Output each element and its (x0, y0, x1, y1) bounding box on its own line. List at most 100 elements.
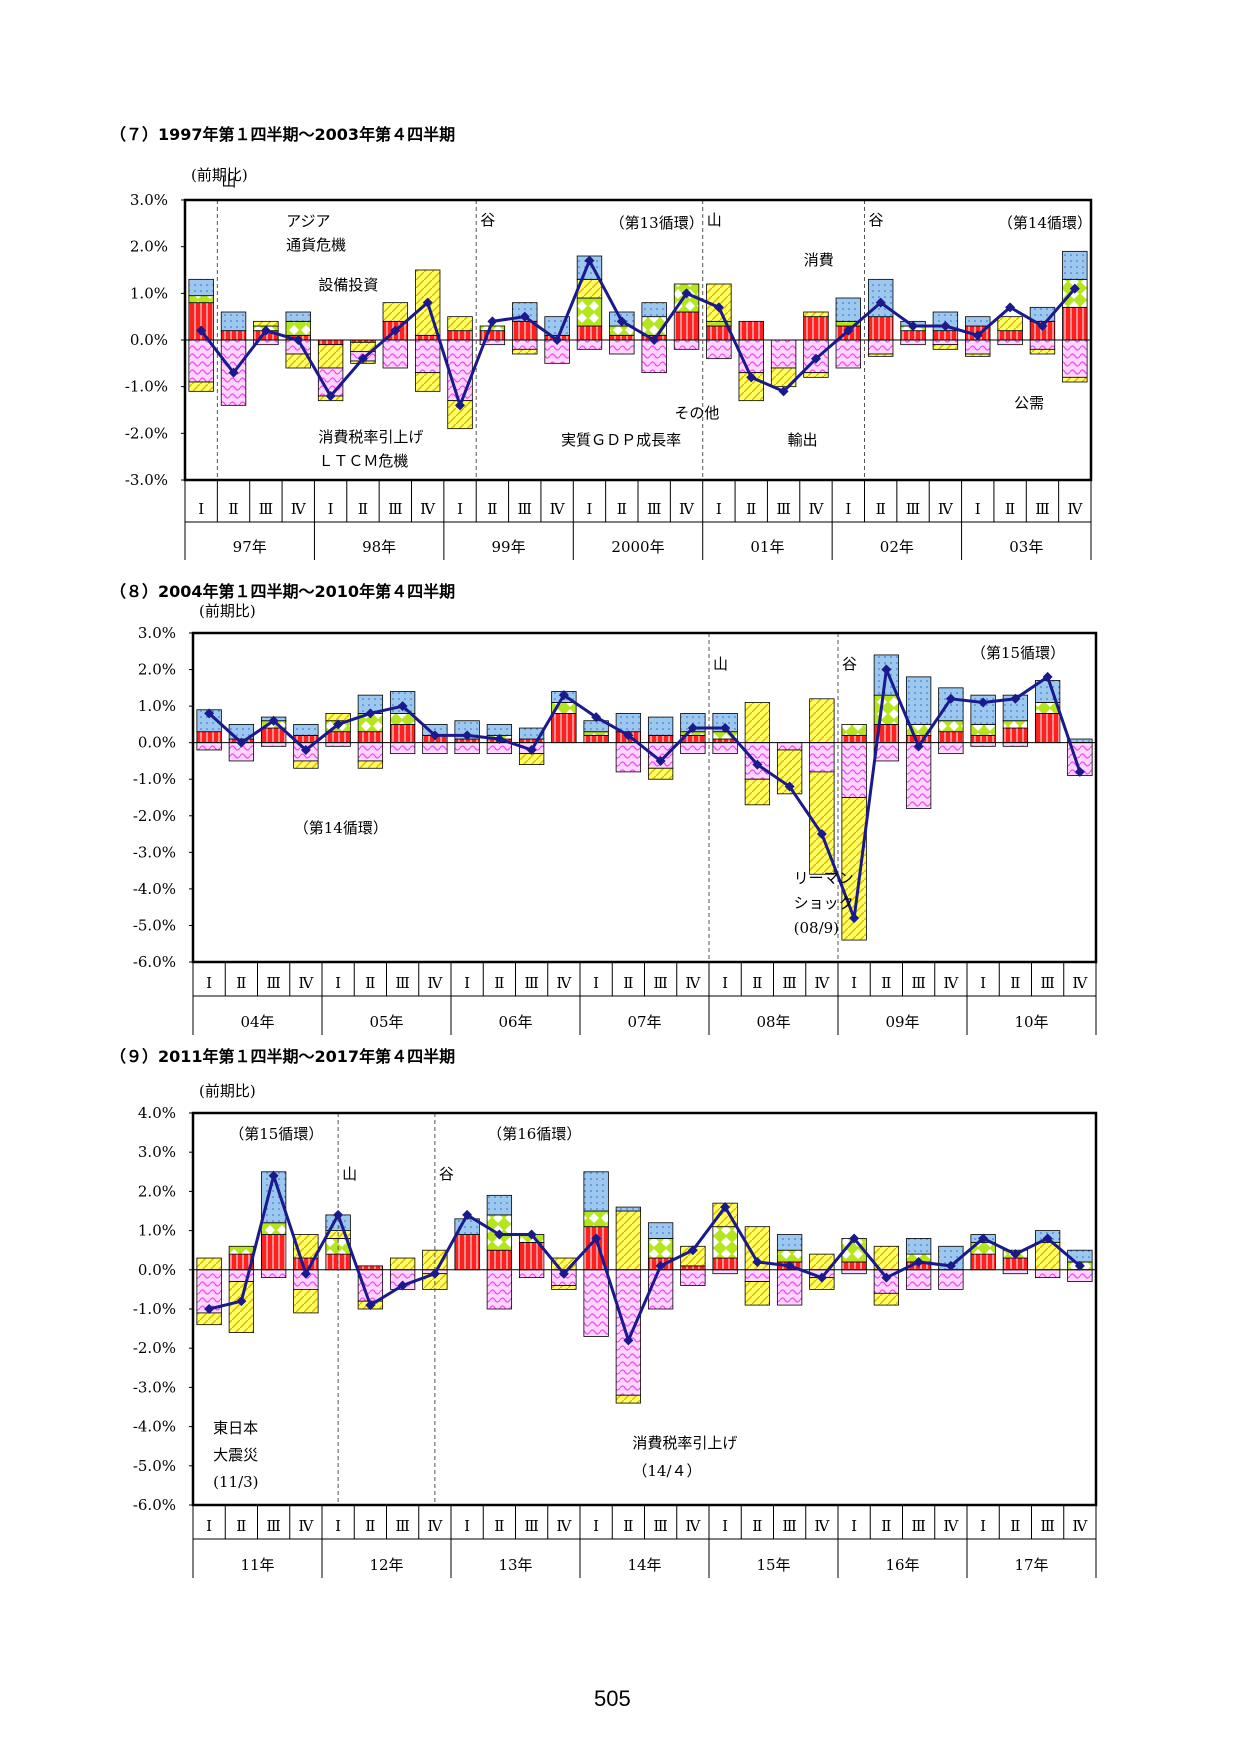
unit-label: (前期比) (191, 166, 248, 184)
bar-segment-consumption (357, 731, 384, 744)
quarter-tick-label: Ⅲ (782, 974, 796, 992)
year-tick-label: 12年 (369, 1556, 403, 1574)
quarter-tick-label: Ⅲ (524, 1517, 538, 1535)
bar-segment-consumption (551, 713, 577, 744)
bar-segment-other (389, 742, 416, 755)
gdp-point (429, 1268, 440, 1279)
bar-segment-public (615, 1394, 642, 1404)
bar-segment-investment (188, 295, 214, 304)
y-tick-label: -1.0% (133, 1300, 176, 1318)
bar-segment-other (938, 742, 964, 755)
gdp-point (649, 335, 660, 345)
year-tick-label: 11年 (240, 1556, 274, 1574)
quarter-tick-label: Ⅱ (236, 974, 246, 992)
bar-segment-consumption (867, 316, 894, 341)
quarter-tick-label: Ⅳ (298, 974, 314, 992)
gdp-point (591, 712, 602, 723)
quarter-tick-label: Ⅰ (328, 500, 334, 518)
year-tick-label: 99年 (492, 538, 526, 556)
annotation-label: （第15循環） (971, 644, 1065, 662)
bar-segment-other (512, 339, 538, 350)
quarter-tick-label: Ⅳ (943, 1517, 959, 1535)
y-tick-label: 4.0% (138, 1104, 176, 1122)
year-tick-label: 13年 (498, 1556, 532, 1574)
quarter-tick-label: Ⅲ (782, 1517, 796, 1535)
bar-segment-public (803, 372, 829, 378)
bar-segment-other (357, 742, 384, 762)
gdp-point (713, 302, 724, 313)
gdp-point (810, 353, 821, 364)
bar-segment-other (609, 339, 635, 355)
gdp-point (519, 311, 530, 322)
annotation-label: 大震災 (213, 1446, 258, 1464)
bar-segment-public (188, 381, 214, 392)
year-tick-label: 14年 (627, 1556, 661, 1574)
gdp-point (816, 829, 827, 840)
bar-segment-investment (938, 720, 964, 733)
bar-segment-consumption (389, 723, 416, 744)
annotation-label: 実質ＧＤＰ成長率 (561, 431, 681, 449)
quarter-tick-label: Ⅰ (464, 1517, 470, 1535)
quarter-tick-label: Ⅲ (911, 1517, 925, 1535)
quarter-tick-label: Ⅰ (851, 1517, 857, 1535)
bar-segment-other (447, 339, 473, 402)
gdp-point (913, 1256, 924, 1267)
gdp-point (390, 325, 401, 336)
gdp-point (397, 701, 408, 712)
bar-segment-consumption (357, 1265, 384, 1271)
gdp-point (494, 734, 505, 745)
quarter-tick-label: Ⅲ (653, 1517, 667, 1535)
bar-segment-other (905, 742, 932, 809)
gdp-point (494, 1229, 505, 1240)
quarter-tick-label: Ⅲ (1040, 1517, 1054, 1535)
gdp-point (972, 330, 983, 341)
quarter-tick-label: Ⅰ (586, 500, 592, 518)
bar-segment-investment (1002, 720, 1029, 729)
bar-segment-export (220, 311, 247, 332)
quarter-tick-label: Ⅳ (291, 500, 307, 518)
gdp-point (849, 1233, 860, 1244)
chart-1: (前期比)3.0%2.0%1.0%0.0%-1.0%-2.0%-3.0%Ⅰ Ⅱ Ⅲ Ⅳ… (125, 166, 1093, 560)
year-tick-label: 08年 (756, 1013, 790, 1031)
quarter-tick-label: Ⅳ (298, 1517, 314, 1535)
quarter-tick-label: Ⅲ (906, 500, 920, 518)
quarter-tick-label: Ⅰ (198, 500, 204, 518)
y-tick-label: -4.0% (133, 880, 176, 898)
year-tick-label: 16年 (885, 1556, 919, 1574)
gdp-point (746, 372, 757, 383)
year-tick-label: 17年 (1014, 1556, 1048, 1574)
bar-segment-other (486, 742, 513, 755)
quarter-tick-label: Ⅱ (876, 500, 886, 518)
quarter-tick-label: Ⅰ (457, 500, 463, 518)
gdp-point (429, 730, 440, 741)
quarter-tick-label: Ⅲ (388, 500, 402, 518)
gdp-point (526, 744, 537, 755)
bar-segment-public (518, 753, 545, 766)
bar-segment-export (486, 1194, 513, 1216)
year-tick-label: 04年 (240, 1013, 274, 1031)
y-tick-label: -1.0% (125, 378, 168, 396)
annotation-label: 消費税率引上げ (318, 428, 423, 446)
bar-segment-export (486, 723, 513, 736)
annotation-label: （第13循環） (610, 214, 704, 232)
bar-segment-consumption (712, 1257, 738, 1271)
quarter-tick-label: Ⅱ (881, 1517, 891, 1535)
quarter-tick-label: Ⅲ (266, 1517, 280, 1535)
y-tick-label: -6.0% (133, 953, 176, 971)
gdp-point (365, 1300, 376, 1311)
bar-segment-public (293, 760, 319, 769)
gdp-point (913, 741, 924, 752)
quarter-tick-label: Ⅳ (814, 974, 830, 992)
bar-segment-other (454, 742, 480, 755)
quarter-tick-label: Ⅲ (1040, 974, 1054, 992)
bar-segment-investment (260, 1222, 287, 1235)
quarter-tick-label: Ⅱ (494, 974, 504, 992)
bar-segment-consumption (841, 1261, 867, 1271)
gdp-point (1074, 1260, 1085, 1271)
gdp-point (816, 1272, 827, 1283)
chart-3: (前期比) 4.0% 3.0% 2.0% 1.0% 0.0% -1.0% -2.0% -3.0%… (133, 1082, 1098, 1578)
gdp-point (784, 1260, 795, 1271)
annotation-label: 谷 (439, 1165, 454, 1183)
annotation-label: 谷 (480, 211, 495, 229)
gdp-growth-line (208, 663, 1082, 919)
